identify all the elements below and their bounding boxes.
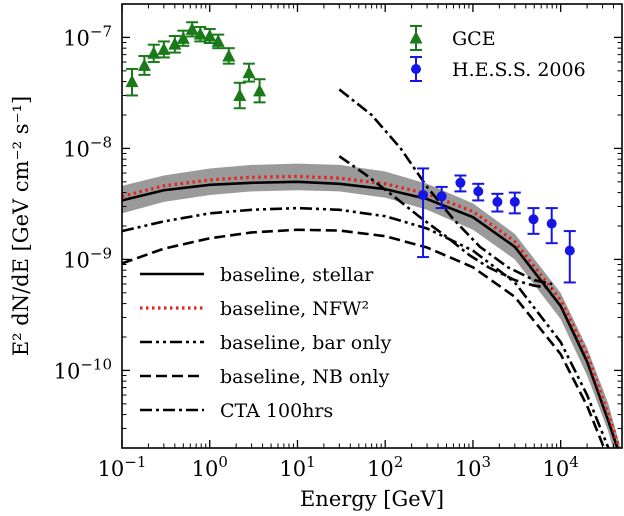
data-point-0-11	[233, 81, 247, 110]
data-point-0-10	[222, 47, 236, 65]
circle-marker	[564, 245, 575, 256]
data-point-0-5	[176, 29, 190, 47]
triangle-marker	[185, 22, 199, 35]
y-tick-label-0: 10−10	[54, 355, 112, 383]
data-point-0-13	[253, 78, 267, 104]
circle-marker	[546, 218, 557, 229]
x-tick-label-3: 102	[367, 453, 403, 481]
circle-marker	[528, 214, 539, 225]
data-point-0-8	[203, 28, 217, 45]
series-line-5	[338, 155, 553, 290]
x-axis-label: Energy [GeV]	[300, 487, 444, 511]
legend-lines: baseline, stellar baseline, NFW² baseline,…	[140, 264, 392, 422]
data-point-0-12	[242, 62, 256, 83]
circle-marker	[418, 190, 429, 201]
legend-line-label-3: baseline, NB only	[220, 366, 390, 388]
series-layer	[122, 88, 622, 448]
legend-line-label-2: baseline, bar only	[220, 332, 392, 354]
circle-marker	[473, 186, 484, 197]
data-point-0-1	[137, 55, 151, 76]
circle-marker	[509, 196, 520, 207]
data-point-0-4	[168, 34, 182, 54]
triangle-marker	[137, 58, 151, 71]
data-point-0-2	[147, 43, 161, 64]
y-tick-label-2: 10−8	[63, 133, 112, 161]
legend-point-label-1: H.E.S.S. 2006	[452, 59, 586, 81]
data-point-1-8	[563, 230, 576, 284]
legend-line-label-4: CTA 100hrs	[220, 400, 333, 422]
band-layer	[122, 163, 621, 448]
x-tick-label-1: 100	[192, 453, 228, 481]
data-point-1-6	[527, 207, 540, 235]
x-tick-label-0: 10−1	[98, 453, 147, 481]
triangle-marker	[211, 34, 225, 47]
data-point-1-5	[508, 191, 521, 215]
legend-point-label-0: GCE	[452, 28, 496, 50]
series-line-0	[122, 180, 619, 448]
legend-triangle-marker	[409, 31, 423, 44]
triangle-marker	[242, 65, 256, 79]
legend-circle-marker	[411, 64, 421, 74]
triangle-marker	[253, 83, 267, 97]
legend-points: GCE H.E.S.S. 2006	[409, 25, 586, 82]
circle-marker	[492, 196, 503, 207]
legend-line-label-0: baseline, stellar	[220, 264, 374, 286]
triangle-marker	[203, 28, 217, 42]
data-point-1-1	[435, 185, 448, 210]
y-tick-label-1: 10−9	[63, 244, 112, 272]
triangle-marker	[193, 27, 207, 40]
x-tick-label-2: 101	[279, 453, 315, 481]
triangle-marker	[176, 31, 190, 44]
x-tick-label-5: 104	[543, 453, 579, 481]
data-point-1-4	[491, 192, 504, 213]
triangle-marker	[222, 49, 236, 62]
y-tick-label-3: 10−7	[63, 22, 112, 50]
triangle-marker	[157, 42, 171, 55]
triangle-marker	[233, 88, 247, 101]
series-line-2	[122, 206, 610, 448]
data-point-1-3	[472, 182, 485, 202]
triangle-marker	[147, 46, 161, 59]
y-axis-label: E² dN/dE [GeV cm⁻² s⁻¹]	[9, 96, 33, 356]
series-line-3	[122, 228, 606, 448]
series-line-4	[338, 88, 553, 286]
circle-marker	[455, 177, 466, 188]
uncertainty-band	[122, 163, 621, 448]
data-point-0-3	[157, 40, 171, 59]
plot-frame	[121, 3, 623, 449]
data-point-0-7	[193, 26, 207, 43]
data-point-0-0	[125, 67, 139, 97]
data-point-0-9	[211, 33, 225, 50]
plot-area	[122, 21, 622, 448]
legend-line-label-1: baseline, NFW²	[220, 298, 369, 320]
x-tick-label-4: 103	[455, 453, 491, 481]
circle-marker	[436, 191, 447, 202]
data-point-1-2	[454, 174, 467, 193]
data-point-1-0	[417, 167, 430, 259]
series-line-1	[122, 174, 622, 448]
points-layer	[125, 21, 576, 284]
data-point-1-7	[545, 207, 558, 245]
triangle-marker	[125, 74, 139, 88]
